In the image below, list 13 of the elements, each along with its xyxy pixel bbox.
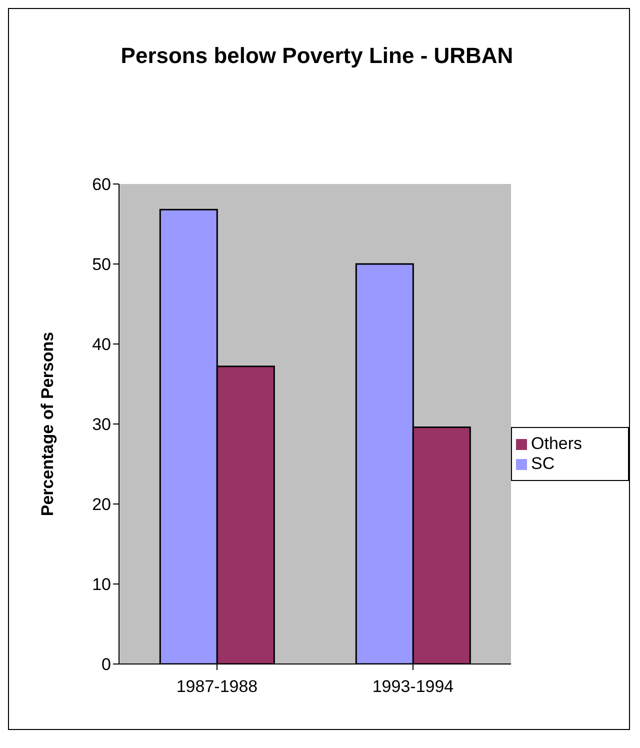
y-tick-label: 20 [92, 495, 111, 514]
y-tick-label: 0 [102, 655, 111, 674]
y-tick-label: 60 [92, 175, 111, 194]
legend-label: Others [531, 434, 582, 453]
y-axis-title: Percentage of Persons [38, 332, 58, 516]
chart-title: Persons below Poverty Line - URBAN [120, 42, 514, 70]
y-tick-label: 30 [92, 415, 111, 434]
x-tick-label: 1987-1988 [176, 677, 258, 696]
x-tick-label: 1993-1994 [372, 677, 454, 696]
y-tick-label: 40 [92, 335, 111, 354]
y-tick-label: 50 [92, 255, 111, 274]
legend-label: SC [531, 454, 555, 473]
y-tick-label: 10 [92, 575, 111, 594]
